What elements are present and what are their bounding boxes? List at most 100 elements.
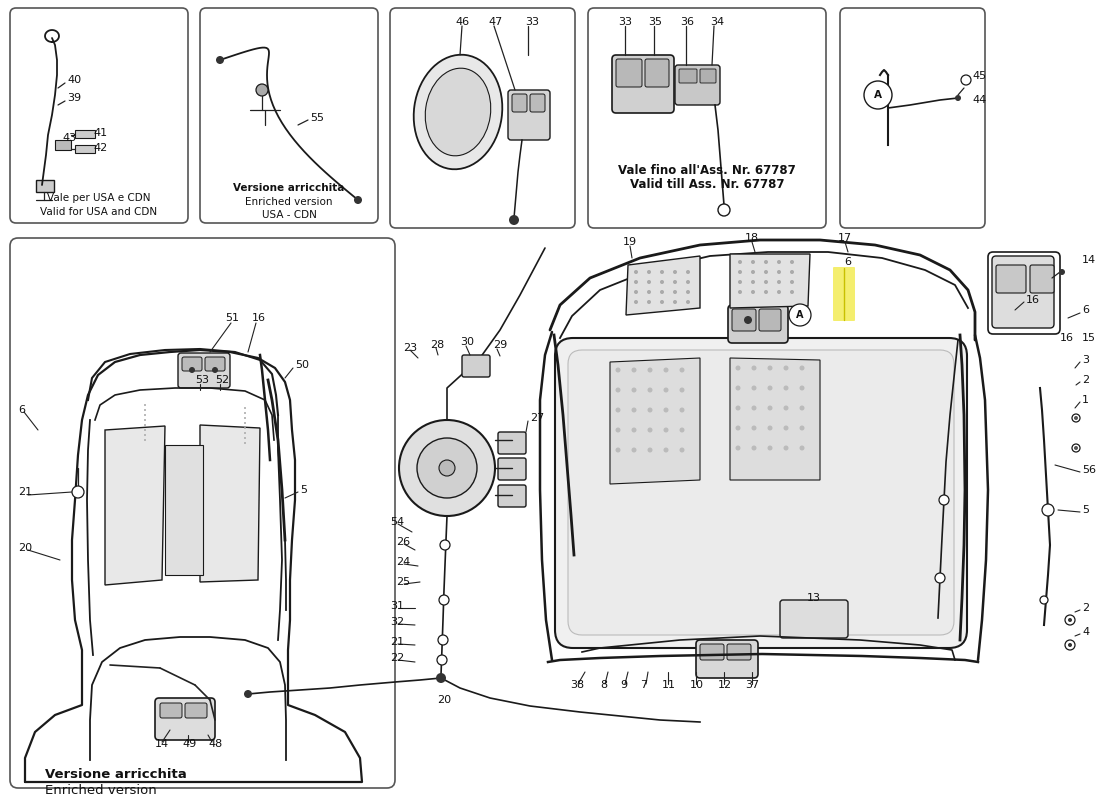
Text: 44: 44 — [972, 95, 987, 105]
Circle shape — [864, 81, 892, 109]
Circle shape — [736, 446, 740, 450]
Circle shape — [244, 422, 246, 424]
Circle shape — [631, 367, 637, 373]
Circle shape — [634, 280, 638, 284]
Text: 42: 42 — [94, 143, 108, 153]
FancyBboxPatch shape — [556, 338, 967, 648]
Circle shape — [751, 290, 755, 294]
Circle shape — [244, 690, 252, 698]
FancyBboxPatch shape — [390, 8, 575, 228]
Text: 17: 17 — [838, 233, 853, 243]
Circle shape — [680, 447, 684, 453]
Circle shape — [680, 427, 684, 433]
FancyBboxPatch shape — [10, 238, 395, 788]
Text: 24: 24 — [396, 557, 410, 567]
Text: Enriched version: Enriched version — [45, 783, 156, 797]
Circle shape — [256, 84, 268, 96]
Circle shape — [673, 280, 676, 284]
Circle shape — [777, 260, 781, 264]
Circle shape — [616, 387, 620, 393]
Text: 43: 43 — [62, 133, 76, 143]
Circle shape — [663, 387, 669, 393]
Circle shape — [1074, 446, 1078, 450]
Circle shape — [783, 446, 789, 450]
Circle shape — [768, 386, 772, 390]
Circle shape — [616, 447, 620, 453]
FancyBboxPatch shape — [988, 252, 1060, 334]
Circle shape — [777, 280, 781, 284]
Text: 33: 33 — [525, 17, 539, 27]
Circle shape — [800, 406, 804, 410]
Circle shape — [783, 366, 789, 370]
Text: 28: 28 — [430, 340, 444, 350]
Text: 15: 15 — [1082, 333, 1096, 343]
Circle shape — [648, 407, 652, 413]
Circle shape — [764, 290, 768, 294]
Text: 39: 39 — [67, 93, 81, 103]
Circle shape — [663, 447, 669, 453]
Circle shape — [144, 419, 146, 421]
Circle shape — [647, 290, 651, 294]
Circle shape — [648, 387, 652, 393]
Text: 47: 47 — [488, 17, 503, 27]
FancyBboxPatch shape — [696, 640, 758, 678]
Circle shape — [686, 270, 690, 274]
Text: Versione arricchita: Versione arricchita — [233, 183, 344, 193]
Ellipse shape — [426, 68, 491, 156]
Circle shape — [790, 270, 794, 274]
Circle shape — [768, 406, 772, 410]
Text: 6: 6 — [18, 405, 25, 415]
Circle shape — [764, 260, 768, 264]
Circle shape — [216, 56, 224, 64]
Circle shape — [790, 280, 794, 284]
FancyBboxPatch shape — [675, 65, 720, 105]
Circle shape — [634, 290, 638, 294]
Text: passion for parts: passion for parts — [563, 496, 796, 524]
Text: 20: 20 — [437, 695, 451, 705]
Circle shape — [616, 367, 620, 373]
Text: 37: 37 — [745, 680, 759, 690]
Circle shape — [673, 270, 676, 274]
Circle shape — [783, 406, 789, 410]
Text: 4: 4 — [1082, 627, 1089, 637]
FancyBboxPatch shape — [420, 445, 475, 495]
Text: 45: 45 — [972, 71, 986, 81]
Text: 46: 46 — [455, 17, 469, 27]
Circle shape — [647, 300, 651, 304]
Circle shape — [509, 215, 519, 225]
Circle shape — [660, 280, 664, 284]
FancyBboxPatch shape — [182, 357, 202, 371]
Circle shape — [1040, 596, 1048, 604]
Text: 40: 40 — [67, 75, 81, 85]
FancyBboxPatch shape — [612, 55, 674, 113]
Circle shape — [1074, 416, 1078, 420]
Text: 21: 21 — [390, 637, 404, 647]
Circle shape — [790, 290, 794, 294]
FancyBboxPatch shape — [1030, 265, 1054, 293]
Circle shape — [751, 386, 757, 390]
Text: 20: 20 — [18, 543, 32, 553]
Circle shape — [144, 434, 146, 436]
Text: 6: 6 — [1082, 305, 1089, 315]
Text: 41: 41 — [94, 128, 107, 138]
Circle shape — [680, 407, 684, 413]
Circle shape — [144, 439, 146, 441]
Circle shape — [686, 280, 690, 284]
FancyBboxPatch shape — [833, 267, 855, 321]
FancyBboxPatch shape — [700, 69, 716, 83]
Text: 23: 23 — [403, 343, 417, 353]
Circle shape — [751, 406, 757, 410]
FancyBboxPatch shape — [178, 353, 230, 388]
Circle shape — [964, 78, 968, 82]
Circle shape — [648, 447, 652, 453]
Circle shape — [144, 414, 146, 416]
Circle shape — [1072, 444, 1080, 452]
FancyBboxPatch shape — [700, 644, 724, 660]
Text: A: A — [874, 90, 882, 100]
Circle shape — [751, 280, 755, 284]
FancyBboxPatch shape — [992, 256, 1054, 328]
Text: 12: 12 — [718, 680, 733, 690]
Circle shape — [768, 426, 772, 430]
Circle shape — [686, 290, 690, 294]
Circle shape — [244, 432, 246, 434]
